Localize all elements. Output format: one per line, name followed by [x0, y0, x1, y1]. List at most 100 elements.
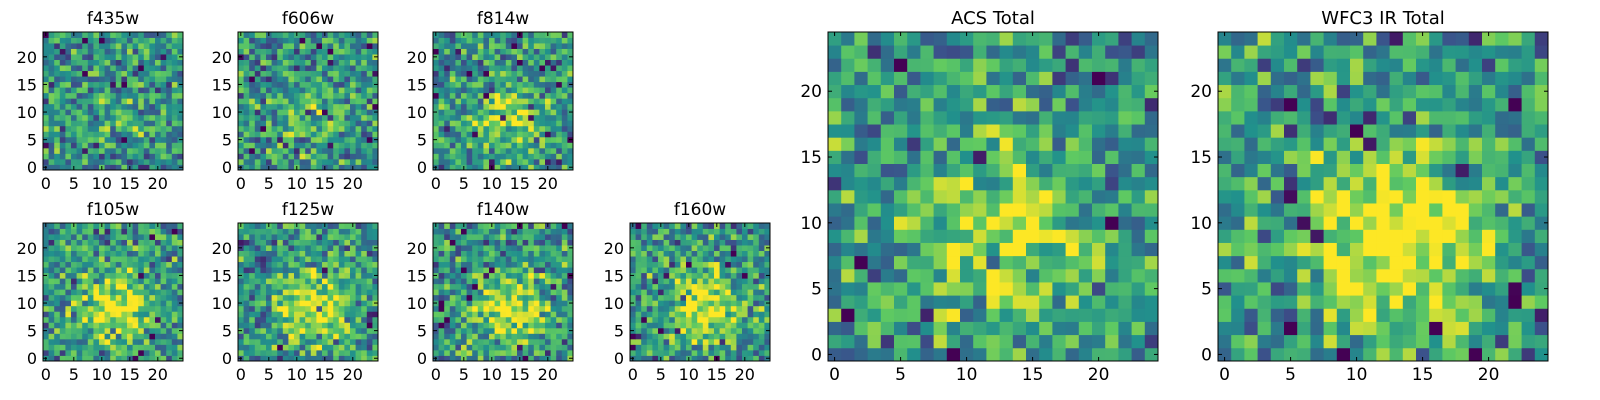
heatmap-cell — [160, 228, 167, 235]
heatmap-cell — [48, 333, 55, 340]
heatmap-cell — [243, 300, 250, 307]
heatmap-cell — [322, 131, 328, 138]
heatmap-cell — [646, 256, 653, 263]
heatmap-cell — [753, 294, 760, 301]
heatmap-cell — [127, 250, 133, 257]
heatmap-cell — [561, 250, 568, 257]
heatmap-cell — [663, 234, 670, 240]
heatmap-cell — [466, 114, 473, 121]
heatmap-cell — [946, 216, 961, 230]
heatmap-cell — [472, 92, 479, 99]
heatmap-cell — [121, 98, 128, 105]
heatmap-cell — [99, 87, 105, 94]
heatmap-cell — [149, 142, 156, 149]
heatmap-cell — [1131, 163, 1146, 178]
heatmap-cell — [1118, 189, 1132, 204]
heatmap-cell — [533, 76, 540, 83]
heatmap-cell — [277, 322, 284, 329]
heatmap-cell — [59, 65, 66, 72]
heatmap-cell — [449, 109, 456, 116]
heatmap-cell — [438, 158, 445, 165]
heatmap-cell — [680, 278, 687, 285]
heatmap-cell — [567, 131, 574, 138]
heatmap-cell — [1012, 189, 1027, 204]
heatmap-cell — [539, 70, 546, 77]
heatmap-cell — [82, 228, 89, 235]
heatmap-cell — [121, 256, 128, 263]
heatmap-cell — [433, 114, 439, 121]
heatmap-cell — [65, 261, 72, 268]
heatmap-cell — [333, 81, 340, 88]
heatmap-cell — [438, 147, 445, 154]
heatmap-cell — [238, 239, 244, 246]
heatmap-cell — [132, 153, 139, 160]
heatmap-cell — [110, 43, 117, 49]
heatmap-cell — [556, 261, 563, 268]
heatmap-cell — [260, 114, 267, 121]
heatmap-cell — [522, 92, 529, 99]
heatmap-cell — [322, 114, 328, 121]
heatmap-cell — [973, 203, 987, 217]
heatmap-cell — [277, 261, 284, 268]
heatmap-cell — [1131, 308, 1146, 322]
heatmap-cell — [99, 245, 105, 251]
heatmap-cell — [920, 150, 934, 164]
heatmap-cell — [82, 136, 89, 143]
heatmap-cell — [960, 242, 974, 257]
heatmap-cell — [166, 305, 173, 312]
heatmap-cell — [149, 223, 156, 229]
heatmap-cell — [121, 120, 128, 127]
x-tick-label: 5 — [69, 365, 79, 384]
heatmap-cell — [54, 327, 61, 334]
heatmap-cell — [344, 87, 351, 94]
heatmap-cell — [561, 131, 568, 138]
heatmap-cell — [646, 289, 653, 296]
heatmap-cell — [54, 305, 61, 312]
heatmap-cell — [533, 245, 540, 251]
heatmap-cell — [522, 272, 529, 279]
heatmap-cell — [266, 70, 272, 77]
heatmap-cell — [477, 37, 484, 44]
heatmap-cell — [528, 223, 535, 229]
heatmap-cell — [517, 92, 523, 99]
heatmap-cell — [880, 203, 895, 217]
heatmap-cell — [522, 267, 529, 274]
heatmap-cell — [143, 239, 150, 246]
heatmap-cell — [489, 234, 495, 240]
heatmap-cell — [260, 164, 267, 171]
heatmap-cell — [99, 131, 105, 138]
heatmap-cell — [697, 289, 704, 296]
heatmap-cell — [177, 32, 184, 38]
heatmap-cell — [249, 333, 256, 340]
heatmap-cell — [455, 300, 462, 307]
heatmap-cell — [556, 239, 563, 246]
heatmap-cell — [477, 92, 484, 99]
heatmap-cell — [87, 311, 94, 318]
heatmap-cell — [361, 311, 368, 318]
heatmap-cell — [48, 54, 55, 60]
heatmap-cell — [316, 322, 323, 329]
heatmap-cell — [372, 234, 379, 240]
heatmap-cell — [533, 223, 540, 229]
heatmap-cell — [550, 109, 557, 116]
heatmap-cell — [725, 278, 732, 285]
heatmap-cell — [894, 321, 908, 336]
heatmap-cell — [361, 81, 368, 88]
heatmap-cell — [719, 283, 726, 290]
heatmap-cell — [327, 164, 334, 171]
heatmap-cell — [132, 305, 139, 312]
heatmap-cell — [115, 234, 122, 240]
heatmap-cell — [127, 294, 133, 301]
heatmap-cell — [238, 59, 244, 66]
heatmap-cell — [71, 349, 77, 356]
heatmap-cell — [59, 87, 66, 94]
heatmap-cell — [539, 349, 546, 356]
heatmap-cell — [567, 322, 574, 329]
heatmap-cell — [294, 136, 300, 143]
heatmap-cell — [316, 327, 323, 334]
heatmap-cell — [522, 322, 529, 329]
heatmap-cell — [517, 153, 523, 160]
heatmap-cell — [54, 92, 61, 99]
heatmap-cell — [489, 338, 495, 345]
heatmap-cell — [127, 142, 133, 149]
